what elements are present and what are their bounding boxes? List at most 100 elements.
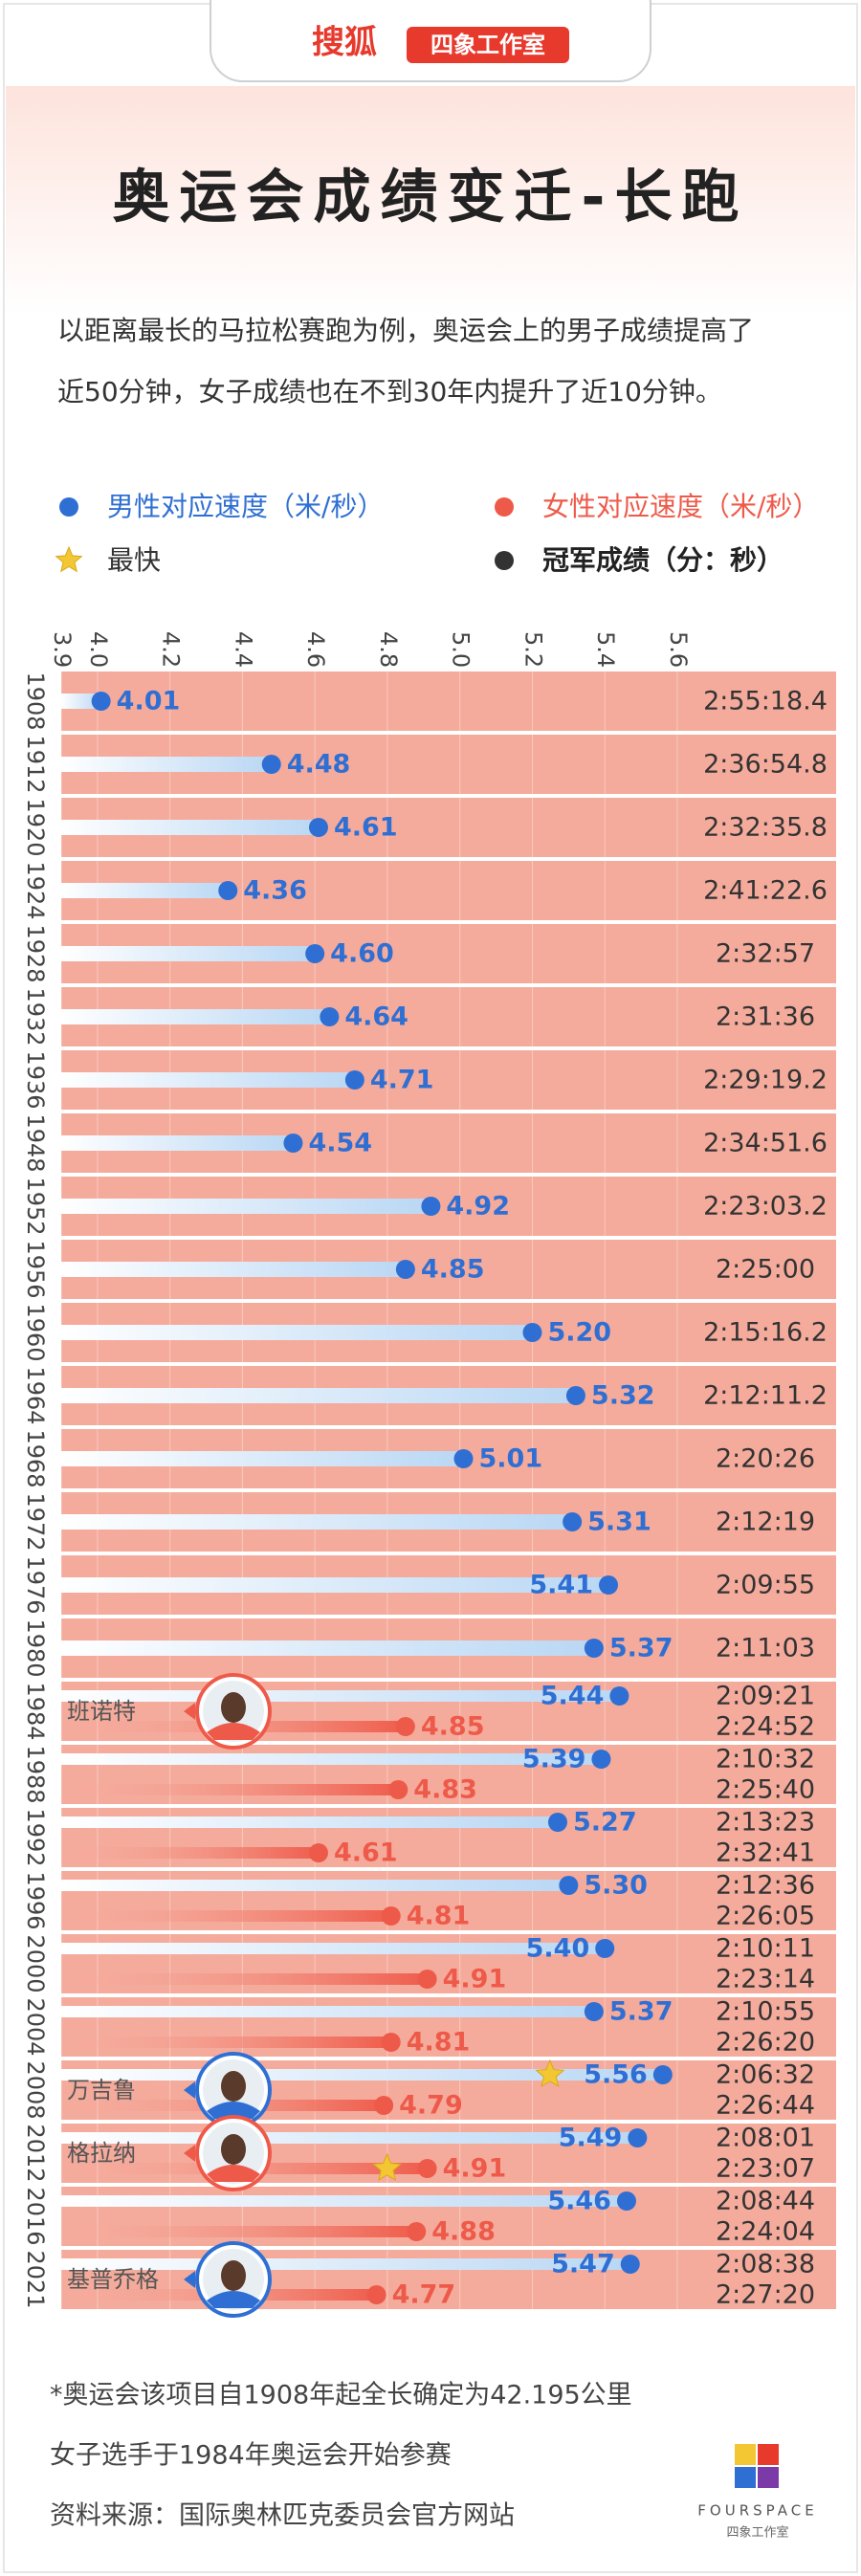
men-bar [61, 2069, 663, 2081]
men-dot [563, 1512, 583, 1531]
x-tick-label: 5.2 [519, 631, 546, 668]
y-tick-label: 1984 [22, 1682, 49, 1740]
pointer [184, 2081, 195, 2099]
champion-time: 2:26:44 [716, 2091, 815, 2121]
value-label: 4.81 [407, 1902, 471, 1931]
champion-time: 2:10:32 [716, 1745, 815, 1774]
champion-time: 2:29:19.2 [703, 1066, 828, 1095]
fastest-star [372, 2152, 403, 2182]
champion-time: 2:26:20 [716, 2028, 815, 2058]
portrait-body [207, 2165, 260, 2182]
men-bar [61, 1880, 569, 1891]
champion-time: 2:15:16.2 [703, 1318, 828, 1348]
portrait-face [221, 1692, 246, 1723]
value-label: 5.41 [529, 1571, 593, 1600]
value-label: 4.81 [407, 2028, 471, 2058]
y-tick-label: 1924 [22, 861, 49, 919]
y-tick-label: 1964 [22, 1366, 49, 1424]
champion-time: 2:25:40 [716, 1775, 815, 1805]
value-label: 4.36 [243, 876, 307, 906]
champion-time: 2:08:01 [716, 2124, 815, 2153]
value-label: 4.85 [421, 1255, 485, 1285]
champion-time: 2:12:19 [716, 1508, 815, 1537]
women-bar [61, 1910, 391, 1922]
men-dot [628, 2128, 648, 2147]
men-dot [547, 1813, 567, 1832]
portrait-body [207, 1723, 260, 1740]
value-label: 5.30 [584, 1871, 648, 1901]
men-dot [522, 1323, 542, 1342]
value-label: 4.85 [421, 1712, 485, 1742]
value-label: 5.31 [587, 1508, 651, 1537]
women-dot [417, 2159, 437, 2178]
y-tick-label: 1932 [22, 987, 49, 1046]
men-bar [61, 2195, 627, 2207]
value-label: 4.79 [399, 2091, 463, 2121]
men-dot [652, 2065, 673, 2084]
men-bar [61, 1514, 573, 1530]
men-dot [344, 1070, 364, 1090]
champion-time: 2:13:23 [716, 1808, 815, 1838]
champion-time: 2:20:26 [716, 1444, 815, 1474]
x-tick-label: 5.4 [592, 631, 619, 668]
logo-block [758, 2444, 779, 2465]
men-bar [61, 1072, 355, 1088]
men-dot [261, 755, 281, 774]
champion-time: 2:06:32 [716, 2060, 815, 2090]
footer-note: *奥运会该项目自1908年起全长确定为42.195公里 [50, 2381, 632, 2411]
x-tick-label: 4.6 [302, 631, 329, 668]
chart-title: 奥运会成绩变迁-长跑 [113, 165, 749, 231]
x-tick-label: 4.4 [230, 631, 256, 668]
value-label: 4.64 [344, 1002, 408, 1032]
badge: 四象工作室 [430, 32, 545, 58]
women-bar [61, 2226, 417, 2237]
y-tick-label: 1968 [22, 1429, 49, 1487]
portrait-face [221, 2134, 246, 2165]
men-dot [91, 692, 111, 711]
men-bar [61, 1943, 606, 1954]
women-dot [417, 1970, 437, 1989]
header-bg [6, 86, 855, 316]
value-label: 4.77 [392, 2280, 456, 2310]
men-dot [591, 1750, 611, 1769]
champion-time: 2:41:22.6 [703, 876, 828, 906]
men-bar [61, 1753, 602, 1765]
legend-dot [495, 551, 514, 570]
men-bar [61, 1262, 406, 1277]
men-bar [61, 1690, 620, 1702]
value-label: 5.44 [541, 1682, 605, 1711]
y-tick-label: 1992 [22, 1808, 49, 1866]
x-tick-label: 4.2 [158, 631, 185, 668]
men-dot [565, 1386, 585, 1405]
legend-dot [59, 497, 78, 517]
champion-time: 2:09:55 [716, 1571, 815, 1600]
champion-time: 2:23:14 [716, 1965, 815, 1994]
women-bar [61, 1784, 399, 1795]
pointer [184, 1703, 195, 1720]
men-bar [61, 1640, 594, 1656]
y-tick-label: 1956 [22, 1240, 49, 1298]
men-bar [61, 694, 101, 709]
value-label: 5.01 [478, 1444, 542, 1474]
y-tick-label: 1928 [22, 924, 49, 982]
value-label: 4.60 [330, 939, 394, 969]
y-tick-label: 1996 [22, 1871, 49, 1929]
legend-dot [495, 497, 514, 517]
champion-time: 2:23:03.2 [703, 1192, 828, 1222]
fastest-star [535, 2059, 565, 2088]
men-bar [61, 1325, 533, 1340]
annotation: 基普乔格 [67, 2266, 159, 2293]
men-bar [61, 883, 229, 898]
men-bar [61, 2006, 594, 2017]
y-tick-label: 2016 [22, 2187, 49, 2245]
brand: 搜狐 [312, 24, 377, 62]
logo-block [735, 2444, 756, 2465]
annotation: 格拉纳 [67, 2140, 136, 2167]
women-dot [388, 1780, 408, 1799]
x-tick-label: 5.6 [665, 631, 692, 668]
champion-time: 2:34:51.6 [703, 1129, 828, 1158]
y-tick-label: 1936 [22, 1050, 49, 1109]
value-label: 5.46 [547, 2187, 611, 2216]
men-bar [61, 1135, 294, 1151]
men-dot [559, 1876, 579, 1895]
